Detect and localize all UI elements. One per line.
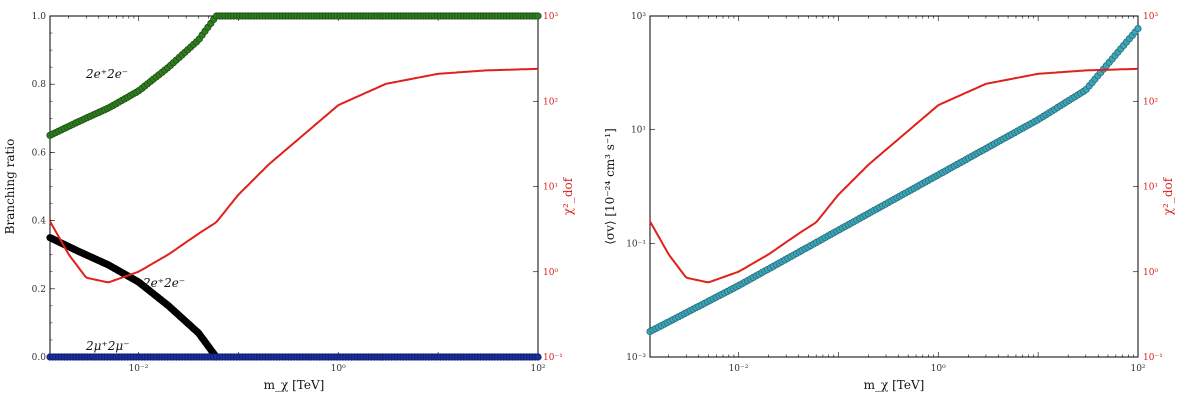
y2-tick-label: 10²	[543, 97, 558, 107]
y-tick-label: 0.0	[32, 353, 47, 363]
data-point	[534, 353, 542, 361]
y-tick-label: 0.4	[32, 217, 47, 227]
y-tick-label: 10³	[631, 12, 646, 22]
y-tick-label: 1.0	[32, 12, 47, 22]
series-line-chi2	[649, 67, 1139, 284]
y-tick-label: 0.2	[32, 285, 46, 295]
series-line-chi2	[49, 67, 539, 284]
x-axis-label: m_χ [TeV]	[864, 378, 925, 392]
y2-tick-label: 10¹	[1143, 183, 1158, 193]
y-tick-label: 10¹	[631, 126, 646, 136]
y2-axis-label: χ²_dof	[561, 176, 575, 215]
x-tick-label: 10⁰	[931, 364, 946, 374]
series-points-0	[646, 24, 1142, 336]
y2-tick-label: 10³	[1143, 12, 1158, 22]
right-panel-cross-section: 10⁻² 10⁰ 10² 10⁻³ 10⁻¹ 10¹ 10³ 10⁻¹ 10⁰ 10¹ 10² 10³…	[603, 12, 1175, 392]
y-tick-label: 0.6	[32, 148, 47, 158]
y-axis-label: ⟨σv⟩ [10⁻²⁴ cm³ s⁻¹]	[603, 128, 617, 245]
y2-tick-label: 10²	[1143, 97, 1158, 107]
y-tick-label: 10⁻³	[626, 353, 646, 363]
left-panel-branching-ratio: 10⁻² 10⁰ 10² 0.0 0.2 0.4 0.6 0.8 1.0 10⁻¹ 10⁰ 10¹ 10…	[3, 12, 575, 392]
x-tick-label: 10⁻²	[729, 364, 749, 374]
y2-tick-label: 10⁰	[543, 268, 558, 278]
y2-axis-label: χ²_dof	[1161, 176, 1175, 215]
data-point	[534, 12, 542, 20]
series-annotation: 2μ⁺2μ⁻	[85, 339, 130, 353]
x-tick-label: 10²	[1130, 364, 1145, 374]
y2-tick-label: 10³	[543, 12, 558, 22]
series-points-0	[46, 12, 542, 139]
x-axis-label: m_χ [TeV]	[264, 378, 325, 392]
y-tick-label: 10⁻¹	[626, 239, 646, 249]
y-tick-label: 0.8	[32, 80, 47, 90]
y2-tick-label: 10¹	[543, 183, 558, 193]
series-annotation: 2e⁺2e⁻	[142, 276, 185, 290]
plot-frame	[649, 15, 1139, 358]
y2-tick-label: 10⁻¹	[543, 353, 563, 363]
y2-tick-label: 10⁰	[1143, 268, 1158, 278]
data-point	[1134, 24, 1142, 33]
series-points-1	[46, 234, 220, 361]
series-points-2	[46, 353, 542, 361]
x-tick-label: 10²	[530, 364, 545, 374]
y2-tick-label: 10⁻¹	[1143, 353, 1163, 363]
x-tick-label: 10⁻²	[129, 364, 149, 374]
x-tick-label: 10⁰	[331, 364, 346, 374]
series-annotation: 2e⁺2e⁻	[85, 67, 128, 81]
y-axis-label: Branching ratio	[3, 139, 17, 235]
